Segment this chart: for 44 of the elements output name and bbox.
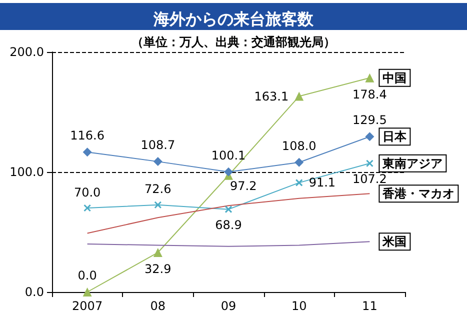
x-tick-label: 2007 <box>72 299 103 313</box>
point <box>365 73 374 82</box>
series-label: 香港・マカオ <box>382 186 455 201</box>
x-tick-label: 09 <box>220 299 236 313</box>
x-tick-label: 10 <box>291 299 307 313</box>
point <box>82 148 92 157</box>
series-label: 中国 <box>382 70 407 85</box>
chart-subtitle: （単位：万人、出典：交通部観光局） <box>132 35 336 49</box>
point <box>154 201 162 209</box>
series-label: 日本 <box>382 130 408 144</box>
data-label: 116.6 <box>70 128 104 143</box>
data-label: 68.9 <box>215 218 242 232</box>
data-label: 178.4 <box>352 87 387 102</box>
point <box>153 248 162 258</box>
data-label: 72.6 <box>144 182 172 196</box>
data-label: 70.0 <box>74 185 101 200</box>
data-label: 0.0 <box>78 268 97 282</box>
point <box>224 206 232 214</box>
y-tick-label: 100.0 <box>10 165 44 179</box>
series-label: 東南アジア <box>382 156 443 170</box>
data-label: 129.5 <box>352 113 387 128</box>
chart-title: 海外からの来台旅客数 <box>152 10 314 28</box>
data-label: 91.1 <box>308 176 336 190</box>
point <box>224 167 233 176</box>
data-label: 100.1 <box>211 148 246 162</box>
point <box>84 204 92 212</box>
series-label: 米国 <box>382 234 407 249</box>
point <box>294 158 304 167</box>
data-label: 32.9 <box>144 262 172 276</box>
y-tick-label: 200.0 <box>10 45 44 59</box>
point <box>365 132 374 142</box>
point <box>82 288 92 296</box>
data-label: 108.7 <box>140 138 176 152</box>
y-tick-label: 0.0 <box>24 285 44 299</box>
point <box>295 178 303 186</box>
point <box>294 92 304 101</box>
data-label: 97.2 <box>230 178 257 193</box>
point <box>366 160 374 168</box>
x-tick-label: 11 <box>362 299 378 313</box>
data-label: 108.0 <box>282 138 316 153</box>
x-tick-label: 08 <box>150 299 166 313</box>
data-label: 163.1 <box>254 89 289 104</box>
data-label: 107.2 <box>352 172 387 186</box>
point <box>153 157 162 166</box>
